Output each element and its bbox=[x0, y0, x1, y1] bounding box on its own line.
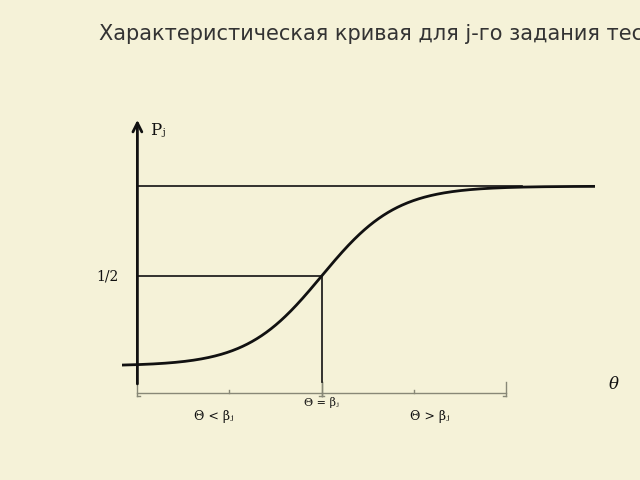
Text: Θ = βⱼ: Θ = βⱼ bbox=[304, 397, 339, 408]
Text: θ: θ bbox=[609, 376, 618, 393]
Text: Θ < βⱼ: Θ < βⱼ bbox=[194, 410, 234, 423]
Text: Pⱼ: Pⱼ bbox=[150, 122, 166, 139]
Text: 1/2: 1/2 bbox=[97, 269, 119, 283]
Text: Характеристическая кривая для j-го задания теста: Характеристическая кривая для j-го задан… bbox=[99, 24, 640, 44]
Text: Θ > βⱼ: Θ > βⱼ bbox=[410, 410, 449, 423]
